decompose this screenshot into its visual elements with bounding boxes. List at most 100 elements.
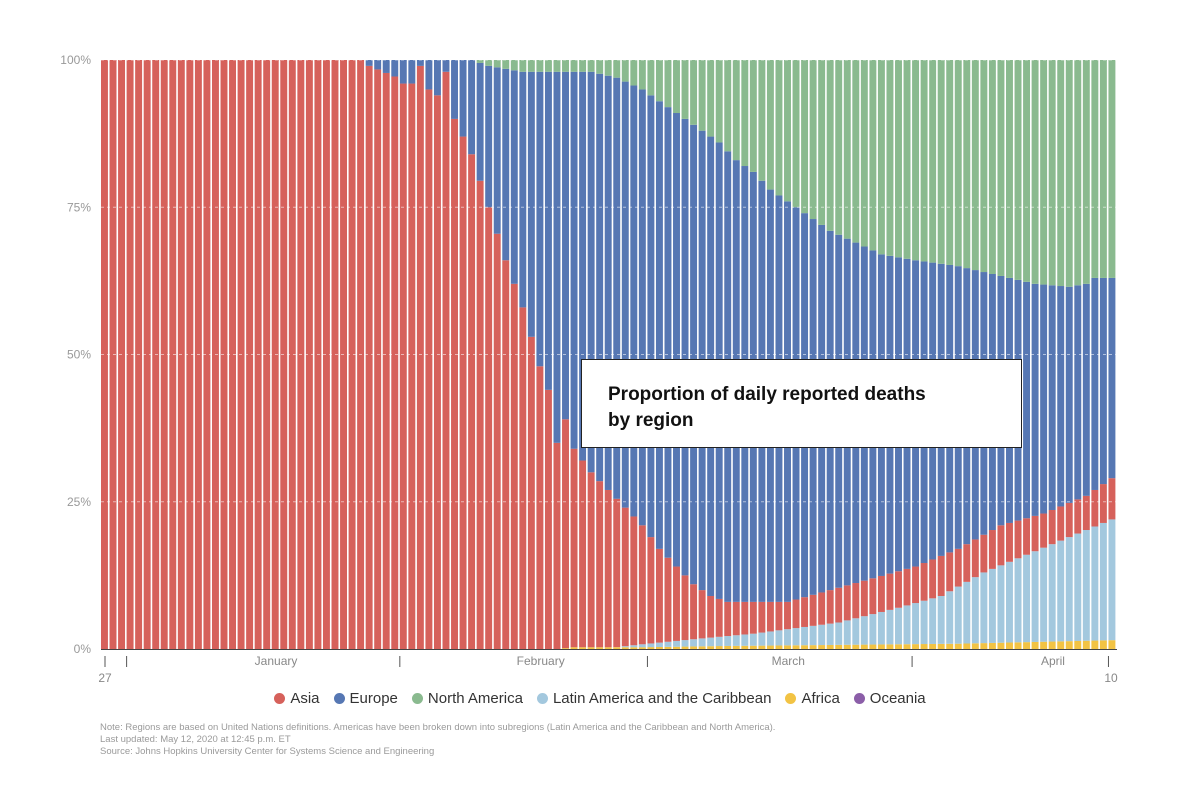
bar-north-america-day-54 [562,60,569,72]
bar-north-america-day-61 [621,60,629,82]
bar-latin-america-and-the-caribbean-day-78 [766,631,774,646]
bar-north-america-day-96 [920,60,928,262]
bar-north-america-day-83 [809,60,817,220]
bar-asia-day-34 [391,76,399,650]
bar-europe-day-60 [613,77,621,499]
bar-asia-day-27 [331,60,339,649]
bar-africa-day-83 [809,645,817,649]
bar-north-america-day-114 [1074,60,1082,286]
bar-africa-day-57 [587,647,595,649]
bar-asia-day-92 [886,573,894,610]
bar-latin-america-and-the-caribbean-day-113 [1065,537,1073,642]
bar-north-america-day-51 [536,60,544,72]
bar-latin-america-and-the-caribbean-day-85 [826,623,834,645]
bar-asia-day-41 [451,118,458,649]
bar-asia-day-81 [792,599,800,629]
bar-europe-day-34 [391,60,399,77]
bar-north-america-day-90 [869,60,877,251]
bar-asia-day-51 [536,366,544,649]
legend-label-europe: Europe [349,690,398,707]
bar-latin-america-and-the-caribbean-day-68 [681,640,689,647]
bar-africa-day-71 [707,646,715,649]
bar-north-america-day-52 [544,60,552,72]
bar-latin-america-and-the-caribbean-day-66 [664,641,672,647]
bar-africa-day-97 [929,643,937,649]
bar-asia-day-90 [869,578,877,615]
bar-latin-america-and-the-caribbean-day-70 [698,638,706,647]
bar-north-america-day-101 [963,60,971,269]
bar-africa-day-94 [903,644,911,649]
bar-north-america-day-116 [1091,60,1099,278]
bar-north-america-day-62 [630,60,638,86]
bar-north-america-day-69 [690,60,698,125]
bar-asia-day-0 [101,60,108,649]
chart-title-box: Proportion of daily reported deaths by r… [581,359,1022,448]
bar-asia-day-35 [399,83,407,649]
bar-asia-day-7 [160,60,168,649]
bar-north-america-day-50 [527,60,535,72]
bar-europe-day-113 [1065,286,1073,503]
month-label-february: February [517,654,565,668]
bar-asia-day-108 [1023,518,1031,555]
bar-asia-day-69 [690,584,698,640]
bar-asia-day-29 [348,60,356,649]
bar-europe-day-35 [399,60,407,84]
month-label-march: March [772,654,805,668]
last-updated-text: Last updated: May 12, 2020 at 12:45 p.m.… [100,734,291,745]
bar-asia-day-44 [476,180,484,649]
bar-asia-day-100 [954,548,962,587]
bar-latin-america-and-the-caribbean-day-104 [988,568,996,643]
bar-africa-day-60 [613,647,621,649]
bar-latin-america-and-the-caribbean-day-112 [1057,540,1065,642]
bar-north-america-day-59 [604,60,612,76]
bar-africa-day-68 [681,646,689,649]
bar-europe-day-111 [1048,285,1056,510]
bar-asia-day-82 [801,597,809,627]
bar-africa-day-73 [724,645,732,649]
bar-africa-day-91 [877,644,885,649]
bar-north-america-day-74 [732,60,740,161]
bar-africa-day-87 [843,644,851,649]
bar-asia-day-42 [459,136,467,649]
bar-north-america-day-99 [946,60,954,265]
bar-asia-day-73 [724,601,732,637]
chart-title-line1: Proportion of daily reported deaths [608,384,926,405]
legend-swatch-europe [333,693,345,704]
legend: Asia Europe North America Latin America … [0,690,1200,707]
bar-africa-day-117 [1099,640,1107,649]
bar-asia-day-53 [553,442,561,649]
bar-europe-day-112 [1057,286,1065,507]
y-tick-label-0: 0% [74,642,92,656]
bar-asia-day-19 [263,60,271,649]
bar-africa-day-56 [579,647,587,649]
chart-title-line2: by region [608,410,694,431]
bar-europe-day-61 [621,81,629,508]
bar-asia-day-84 [818,592,826,625]
bar-latin-america-and-the-caribbean-day-62 [630,645,638,648]
bar-europe-day-32 [374,60,382,70]
bar-latin-america-and-the-caribbean-day-82 [801,626,809,646]
bar-latin-america-and-the-caribbean-day-87 [843,620,851,645]
bar-europe-day-118 [1108,277,1116,479]
bar-north-america-day-82 [801,60,809,214]
bar-latin-america-and-the-caribbean-day-102 [971,577,979,644]
bar-europe-day-44 [476,62,484,181]
bar-north-america-day-63 [638,60,646,90]
bar-north-america-day-106 [1006,60,1013,278]
bar-africa-day-79 [775,645,783,649]
bar-north-america-day-72 [715,60,723,143]
bar-asia-day-74 [732,601,740,636]
bar-latin-america-and-the-caribbean-day-79 [775,630,783,646]
bar-latin-america-and-the-caribbean-day-83 [809,625,817,646]
bar-north-america-day-86 [835,60,843,235]
bar-asia-day-109 [1031,515,1039,552]
bar-europe-day-58 [596,73,604,482]
bar-africa-day-104 [988,642,996,649]
bar-asia-day-56 [579,460,587,648]
bar-asia-day-117 [1099,484,1107,523]
bar-asia-day-76 [749,601,757,634]
bar-africa-day-64 [647,647,655,649]
bar-africa-day-80 [784,645,791,649]
bar-north-america-day-102 [971,60,979,271]
bar-asia-day-64 [647,537,655,644]
